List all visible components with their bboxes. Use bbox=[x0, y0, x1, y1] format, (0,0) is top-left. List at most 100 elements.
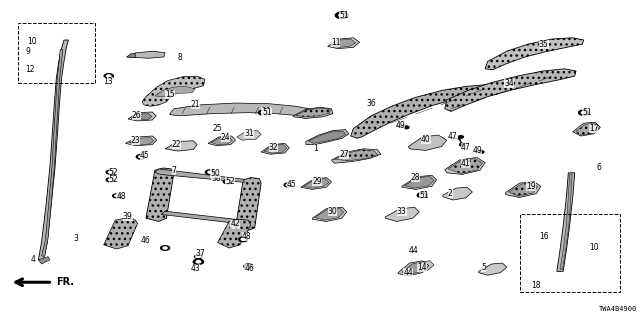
Circle shape bbox=[581, 111, 586, 114]
Circle shape bbox=[246, 265, 250, 267]
PathPatch shape bbox=[170, 103, 314, 116]
PathPatch shape bbox=[293, 107, 333, 118]
Text: TWA4B4900: TWA4B4900 bbox=[598, 306, 637, 312]
PathPatch shape bbox=[142, 76, 205, 106]
Text: 7: 7 bbox=[172, 166, 177, 175]
Text: 15: 15 bbox=[165, 90, 175, 99]
Text: 46: 46 bbox=[141, 236, 150, 245]
Text: 2: 2 bbox=[448, 189, 452, 198]
Text: 52: 52 bbox=[109, 175, 118, 184]
Circle shape bbox=[205, 170, 214, 174]
Text: 16: 16 bbox=[539, 232, 548, 241]
Circle shape bbox=[212, 175, 220, 179]
Circle shape bbox=[108, 171, 112, 173]
Text: 36: 36 bbox=[366, 99, 376, 108]
Circle shape bbox=[239, 237, 248, 242]
PathPatch shape bbox=[573, 122, 600, 136]
Circle shape bbox=[161, 246, 170, 250]
PathPatch shape bbox=[445, 69, 576, 111]
PathPatch shape bbox=[131, 114, 152, 120]
PathPatch shape bbox=[308, 131, 346, 143]
Text: 52: 52 bbox=[109, 168, 118, 177]
Text: 25: 25 bbox=[212, 124, 222, 133]
Circle shape bbox=[225, 181, 229, 183]
Circle shape bbox=[196, 260, 201, 263]
Circle shape bbox=[107, 75, 111, 77]
Circle shape bbox=[223, 180, 231, 184]
PathPatch shape bbox=[485, 38, 584, 70]
PathPatch shape bbox=[576, 124, 598, 135]
PathPatch shape bbox=[125, 136, 157, 146]
Text: 49: 49 bbox=[472, 146, 482, 155]
Text: 22: 22 bbox=[172, 140, 181, 149]
Circle shape bbox=[241, 238, 245, 240]
Text: 51: 51 bbox=[419, 191, 429, 200]
PathPatch shape bbox=[261, 143, 289, 154]
Circle shape bbox=[195, 255, 202, 259]
Text: 23: 23 bbox=[131, 136, 140, 145]
Circle shape bbox=[104, 74, 113, 78]
Circle shape bbox=[104, 74, 113, 78]
PathPatch shape bbox=[402, 175, 436, 189]
Text: 13: 13 bbox=[104, 77, 113, 86]
Circle shape bbox=[163, 247, 167, 249]
Text: 11: 11 bbox=[331, 38, 340, 47]
PathPatch shape bbox=[509, 183, 538, 196]
Circle shape bbox=[286, 184, 290, 186]
Text: 50: 50 bbox=[210, 169, 220, 178]
Circle shape bbox=[136, 155, 145, 159]
Text: 12: 12 bbox=[26, 65, 35, 74]
Text: 27: 27 bbox=[339, 150, 349, 159]
PathPatch shape bbox=[237, 131, 261, 140]
Circle shape bbox=[106, 170, 114, 174]
Text: 20: 20 bbox=[261, 107, 271, 116]
Text: 10: 10 bbox=[589, 243, 598, 252]
PathPatch shape bbox=[218, 219, 251, 248]
PathPatch shape bbox=[448, 158, 483, 173]
PathPatch shape bbox=[334, 150, 378, 161]
PathPatch shape bbox=[104, 218, 138, 249]
Text: 5: 5 bbox=[481, 263, 486, 272]
Text: 18: 18 bbox=[531, 281, 541, 290]
PathPatch shape bbox=[385, 207, 419, 221]
Text: 47: 47 bbox=[448, 132, 458, 141]
Text: 4: 4 bbox=[31, 255, 36, 264]
Text: 14: 14 bbox=[417, 263, 427, 272]
Text: 33: 33 bbox=[397, 207, 406, 216]
Circle shape bbox=[259, 110, 269, 115]
PathPatch shape bbox=[408, 261, 434, 273]
PathPatch shape bbox=[506, 182, 541, 197]
PathPatch shape bbox=[165, 141, 197, 151]
Bar bbox=[18, 23, 95, 83]
Text: 51: 51 bbox=[582, 108, 592, 117]
PathPatch shape bbox=[557, 173, 575, 271]
Circle shape bbox=[115, 195, 118, 197]
Circle shape bbox=[108, 179, 112, 181]
Circle shape bbox=[139, 156, 143, 158]
PathPatch shape bbox=[479, 263, 507, 275]
Text: 44: 44 bbox=[408, 246, 418, 255]
Circle shape bbox=[113, 194, 120, 198]
PathPatch shape bbox=[332, 149, 381, 163]
PathPatch shape bbox=[351, 85, 496, 138]
PathPatch shape bbox=[445, 157, 485, 174]
Circle shape bbox=[196, 256, 200, 258]
Text: 19: 19 bbox=[526, 182, 536, 191]
Text: 28: 28 bbox=[411, 173, 420, 182]
PathPatch shape bbox=[127, 51, 165, 58]
Text: 42: 42 bbox=[230, 220, 240, 228]
Text: 8: 8 bbox=[178, 53, 182, 62]
Text: 45: 45 bbox=[287, 180, 296, 189]
PathPatch shape bbox=[296, 108, 330, 117]
PathPatch shape bbox=[128, 112, 156, 121]
PathPatch shape bbox=[306, 130, 349, 145]
Text: 44: 44 bbox=[403, 268, 413, 277]
PathPatch shape bbox=[264, 144, 287, 153]
Circle shape bbox=[214, 176, 218, 178]
Text: 48: 48 bbox=[116, 192, 126, 201]
Text: 21: 21 bbox=[191, 100, 200, 109]
Text: 40: 40 bbox=[421, 135, 431, 144]
Text: 49: 49 bbox=[396, 121, 405, 130]
PathPatch shape bbox=[303, 179, 329, 188]
Text: 24: 24 bbox=[221, 133, 230, 142]
